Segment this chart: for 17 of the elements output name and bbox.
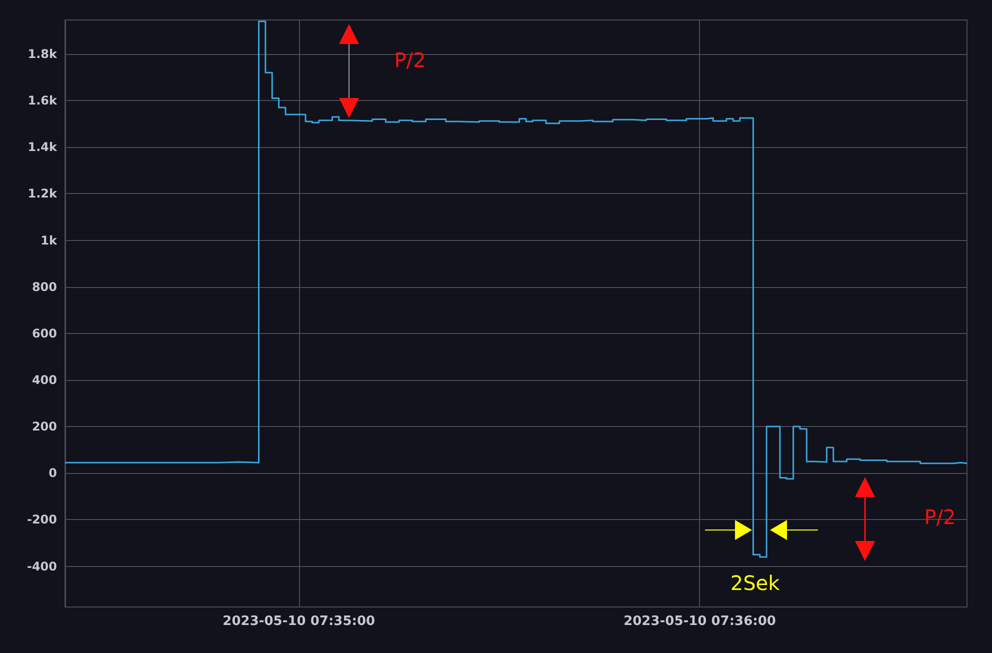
y-tick-label: 1.8k [28, 46, 58, 61]
annotation: P/2 [924, 505, 956, 529]
y-tick-label: 0 [48, 466, 57, 480]
y-tick-label: 1.2k [28, 186, 58, 201]
y-tick-label: 800 [32, 280, 57, 294]
y-tick-label: 400 [32, 372, 57, 387]
x-tick-label: 2023-05-10 07:36:00 [624, 614, 776, 629]
y-tick-label: 1.4k [28, 140, 58, 154]
annotation: 2Sek [730, 571, 780, 595]
x-tick-label: 2023-05-10 07:35:00 [222, 614, 376, 629]
annotation: P/2 [394, 48, 426, 72]
y-tick-label: 200 [32, 420, 57, 434]
y-tick-label: -200 [26, 512, 57, 527]
y-tick-label: 1.6k [28, 94, 58, 108]
y-tick-label: 1k [40, 233, 58, 248]
y-tick-label: -400 [26, 559, 57, 574]
y-tick-label: 600 [32, 326, 57, 340]
